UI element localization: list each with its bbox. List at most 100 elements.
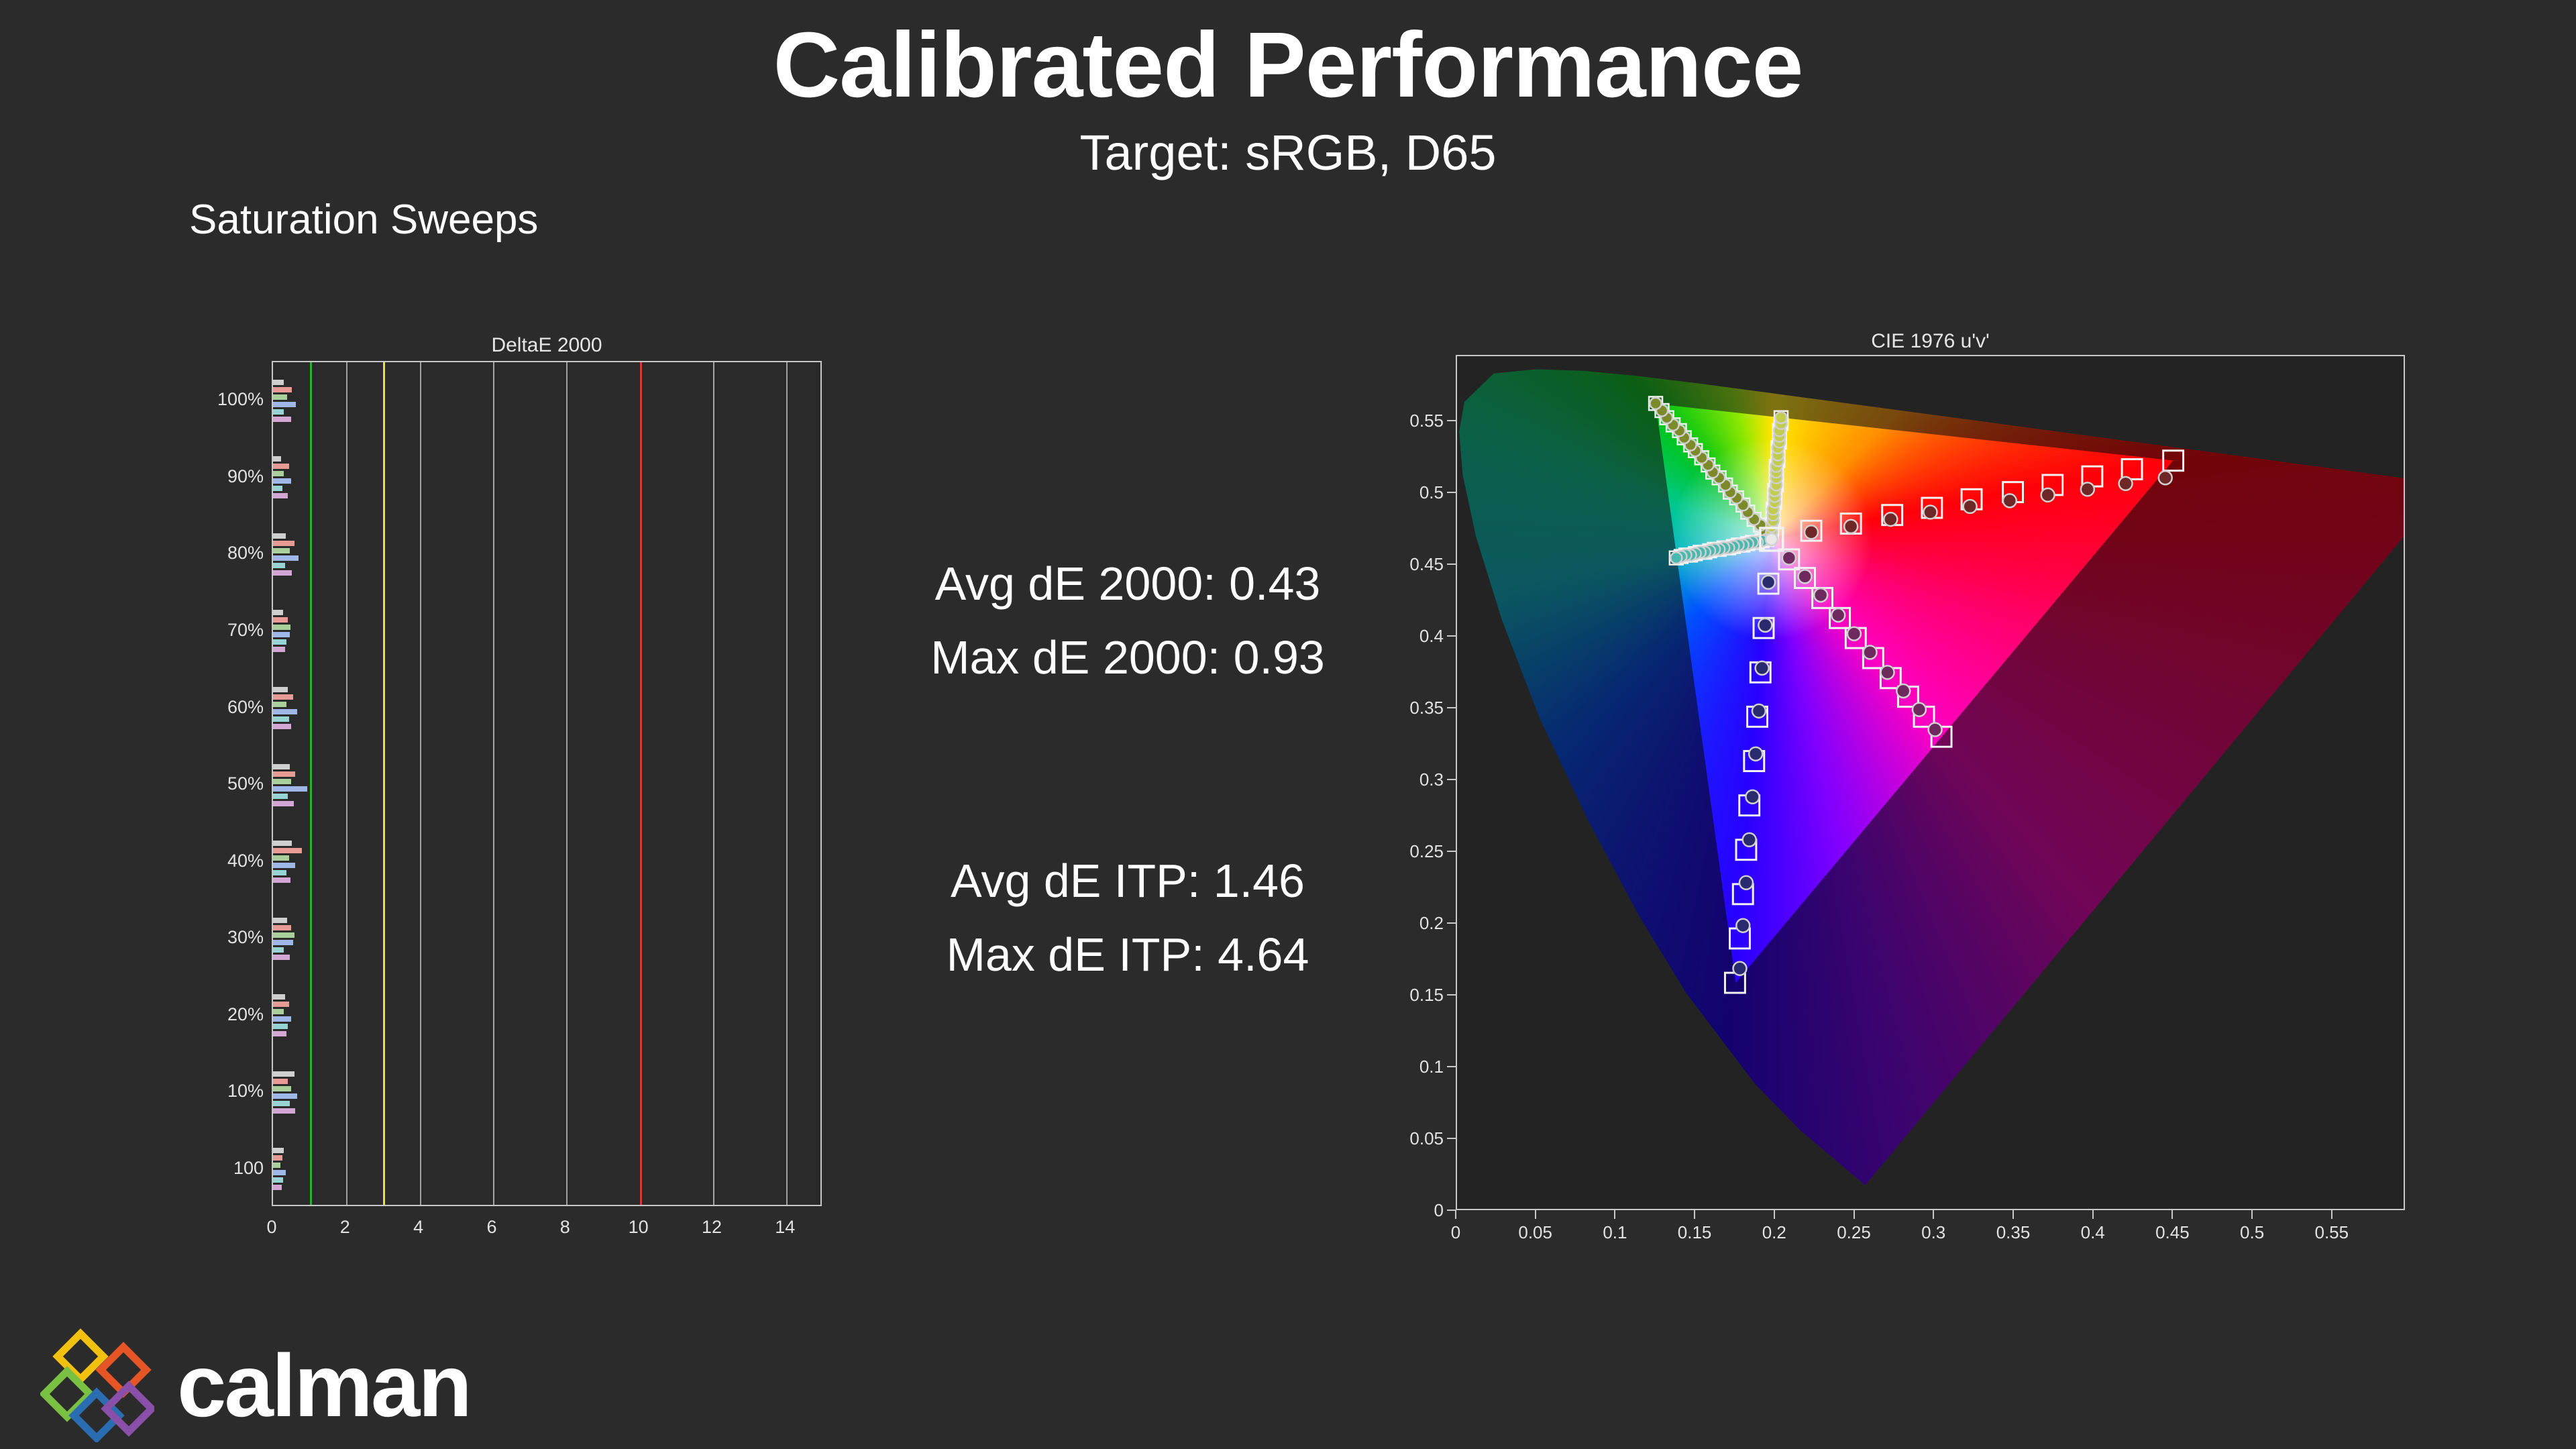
cie-ytick-label: 0.35 (1409, 698, 1444, 718)
deltae-bar (273, 939, 294, 945)
deltae-ytick-label: 60% (227, 696, 264, 717)
cie-ytick-mark (1447, 420, 1456, 422)
deitp-stats: Avg dE ITP: 1.46 Max dE ITP: 4.64 (792, 844, 1463, 991)
cie-xtick-mark (1694, 1210, 1696, 1219)
cie-ytick-label: 0.3 (1419, 769, 1444, 790)
deltae-bar (273, 763, 290, 769)
header: Calibrated Performance Target: sRGB, D65 (0, 12, 2576, 181)
deltae-xtick-label: 6 (486, 1217, 497, 1237)
cie-xtick-label: 0.55 (2314, 1222, 2349, 1242)
max-deitp-value: Max dE ITP: 4.64 (946, 928, 1309, 981)
deltae-bar (273, 800, 294, 806)
deltae-bar (273, 1078, 288, 1084)
deltae-xtick-label: 12 (701, 1217, 722, 1237)
deltae-bar (273, 1177, 284, 1183)
de2000-stats: Avg dE 2000: 0.43 Max dE 2000: 0.93 (792, 547, 1463, 694)
deltae-bar (273, 917, 287, 923)
deltae-xtick-label: 10 (628, 1217, 649, 1237)
deltae-bar (273, 386, 292, 392)
deltae-gridline (346, 362, 348, 1205)
deltae-gridline (713, 362, 714, 1205)
deltae-chart: DeltaE 2000 100% 90% 80% 70% 60% 50% 40% 30% 20%… (174, 334, 912, 1273)
deltae-bar (273, 493, 288, 499)
cie-xtick-label: 0 (1450, 1222, 1461, 1242)
deltae-bar (273, 625, 291, 631)
cie-xtick-label: 0.3 (1921, 1222, 1946, 1242)
deltae-xtick-label: 0 (266, 1217, 277, 1237)
deltae-bar (273, 954, 290, 960)
deltae-plot-area (272, 361, 822, 1206)
deltae-bar (273, 540, 294, 546)
cie-xtick-mark (2251, 1210, 2253, 1219)
cie-xtick-mark (1455, 1210, 1456, 1219)
deltae-bar (273, 562, 285, 568)
deltae-bar (273, 478, 292, 484)
deltae-gridline (566, 362, 568, 1205)
deltae-xtick-label: 8 (559, 1217, 570, 1237)
deltae-bar (273, 570, 292, 576)
deltae-bar (273, 870, 286, 875)
deltae-bar (273, 1016, 292, 1022)
deltae-bar (273, 1009, 284, 1015)
deltae-ytick-label: 30% (227, 927, 264, 948)
cie-xtick-label: 0.35 (1996, 1222, 2031, 1242)
cie-xtick-label: 0.5 (2240, 1222, 2265, 1242)
deltae-gridline (419, 362, 421, 1205)
deltae-ytick-label: 80% (227, 543, 264, 564)
deltae-bar (273, 394, 287, 400)
deltae-bar (273, 724, 292, 729)
cie-ytick-label: 0 (1434, 1200, 1444, 1220)
deltae-bar (273, 401, 296, 407)
deltae-bar (273, 639, 286, 645)
deltae-bar (273, 547, 290, 553)
cie-xtick-mark (1933, 1210, 1935, 1219)
deltae-ytick-label: 100% (217, 389, 264, 410)
page-title: Calibrated Performance (773, 13, 1804, 117)
deltae-bar (273, 1002, 289, 1008)
cie-ytick-mark (1447, 851, 1456, 853)
cie-xtick-label: 0.05 (1518, 1222, 1552, 1242)
deltae-bar (273, 1163, 280, 1169)
calman-logo: calman (40, 1328, 472, 1442)
cie-chart-title: CIE 1976 u'v' (1871, 330, 1990, 352)
deltae-bar (273, 1100, 290, 1106)
deltae-bar (273, 1085, 292, 1091)
cie-xtick-mark (1853, 1210, 1855, 1219)
cie-xtick-mark (2092, 1210, 2094, 1219)
max-de2000-value: Max dE 2000: 0.93 (930, 631, 1325, 684)
deltae-bar (273, 409, 284, 415)
deltae-gridline (786, 362, 788, 1205)
cie-xtick-mark (1534, 1210, 1536, 1219)
calman-logo-text: calman (177, 1336, 472, 1435)
deltae-bar (273, 848, 302, 853)
cie-xtick-mark (2171, 1210, 2174, 1219)
deltae-refline-red (639, 362, 642, 1205)
deltae-bar (273, 687, 288, 692)
deltae-bar (273, 456, 281, 462)
deltae-bar (273, 702, 286, 707)
deltae-bar (273, 617, 288, 623)
cie-ytick-mark (1447, 492, 1456, 494)
calman-logo-icon (40, 1328, 154, 1442)
deltae-bar (273, 1108, 295, 1114)
cie-xtick-mark (1614, 1210, 1616, 1219)
deltae-bar (273, 471, 284, 477)
deltae-bar (273, 786, 307, 792)
deltae-bar (273, 778, 292, 784)
deltae-bar (273, 841, 292, 846)
cie-ytick-mark (1447, 1138, 1456, 1139)
cie-measurement-markers (1648, 396, 2185, 994)
deltae-bar (273, 1148, 284, 1154)
cie-xtick-mark (2330, 1210, 2332, 1219)
deltae-xtick-label: 2 (339, 1217, 350, 1237)
cie-ytick-label: 0.55 (1409, 411, 1444, 431)
cie-xtick-mark (2012, 1210, 2014, 1219)
cie-ytick-label: 0.15 (1409, 985, 1444, 1006)
deltae-bar (273, 533, 286, 539)
deltae-ytick-label: 50% (227, 773, 264, 794)
deltae-bar (273, 1024, 288, 1030)
cie-ytick-label: 0.05 (1409, 1128, 1444, 1148)
deltae-bar (273, 924, 292, 930)
cie-ytick-mark (1447, 1066, 1456, 1068)
cie-ytick-label: 0.25 (1409, 841, 1444, 862)
